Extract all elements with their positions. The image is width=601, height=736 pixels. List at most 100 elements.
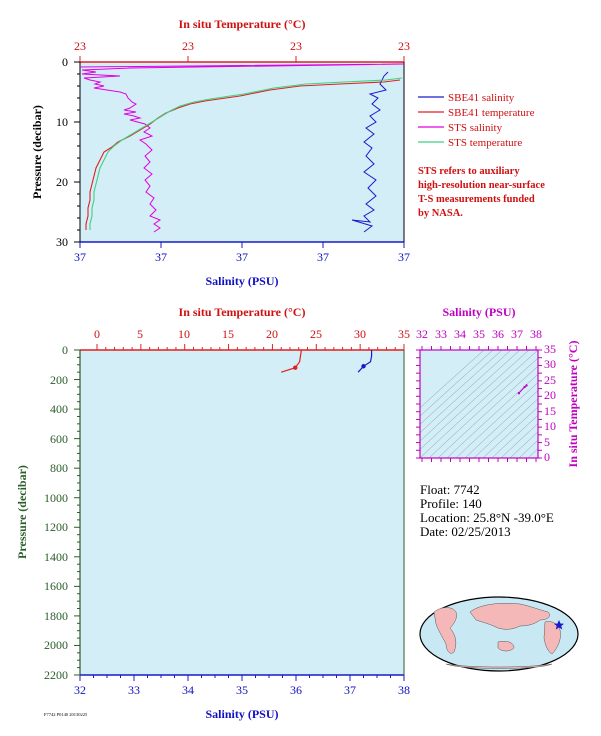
ts-sal-tick-label: 38 <box>530 327 542 341</box>
ts-tick-marks <box>416 346 542 462</box>
bottom-plot-area <box>80 350 404 675</box>
ts-contour <box>446 373 538 458</box>
ts-contour <box>420 350 512 434</box>
bottom-sal-tick-label: 33 <box>128 683 140 697</box>
bottom-pressure-tick-label: 2000 <box>44 638 68 652</box>
top-pressure-tick-label: 30 <box>56 235 68 249</box>
ts-temp-tick-label: 0 <box>544 450 550 464</box>
ts-contour <box>428 357 538 458</box>
bottom-pressure-tick-label: 800 <box>50 461 68 475</box>
ts-diagram: Salinity (PSU) 32 33 34 35 36 37 38 0 5 … <box>416 305 580 468</box>
ts-temp-tick-label: 5 <box>544 435 550 449</box>
bottom-sal-tick-label: 37 <box>344 683 356 697</box>
sbe41-temperature-line <box>85 79 401 230</box>
map-land-australia <box>497 641 515 652</box>
bottom-pressure-tick-label: 0 <box>62 343 68 357</box>
bottom-sal-tick-label: 38 <box>398 683 410 697</box>
top-sal-axis-title: Salinity (PSU) <box>205 274 278 288</box>
float-info: Float: 7742 Profile: 140 Location: 25.8°… <box>420 482 554 539</box>
ts-contour <box>482 406 538 458</box>
map-land-africa <box>543 621 561 655</box>
location: Location: 25.8°N -39.0°E <box>420 510 554 525</box>
sts-note: STS refers to auxiliary high-resolution … <box>418 166 545 219</box>
bottom-temp-tick-label: 0 <box>94 327 100 341</box>
bottom-sal-tick-label: 36 <box>290 683 302 697</box>
top-sal-tick-label: 37 <box>236 250 248 264</box>
bottom-temp-tick-label: 30 <box>354 327 366 341</box>
top-sal-tick-label: 37 <box>398 250 410 264</box>
world-map-inset <box>419 596 579 672</box>
bottom-sal-tick-label: 32 <box>74 683 86 697</box>
sts-salinity-line <box>79 63 405 233</box>
bottom-chart: 0 5 10 15 20 25 30 35 In situ Temperatur… <box>15 305 410 721</box>
legend-label: SBE41 temperature <box>448 107 535 119</box>
ts-sal-tick-label: 34 <box>454 327 466 341</box>
top-chart: 23 23 23 23 In situ Temperature (°C) 37 … <box>30 17 545 288</box>
ts-contour <box>420 350 538 458</box>
top-pressure-axis-title: Pressure (decibar) <box>30 105 44 199</box>
sts-note-line: T-S measurements funded <box>418 194 535 205</box>
ts-sal-tick-label: 33 <box>435 327 447 341</box>
bottom-pressure-tick-label: 400 <box>50 402 68 416</box>
top-temp-tick-label: 23 <box>290 39 302 53</box>
bottom-pressure-tick-label: 1400 <box>44 550 68 564</box>
ts-contour <box>464 390 538 458</box>
bottom-pressure-tick-label: 1000 <box>44 491 68 505</box>
bottom-temp-tick-label: 20 <box>266 327 278 341</box>
legend-label: STS temperature <box>448 137 522 149</box>
ts-sal-tick-label: 35 <box>473 327 485 341</box>
ts-temp-tick-label: 25 <box>544 373 556 387</box>
bottom-pressure-axis-title: Pressure (decibar) <box>15 465 29 559</box>
ts-sal-tick-label: 36 <box>492 327 504 341</box>
ts-contour <box>518 439 538 458</box>
top-pressure-tick-label: 20 <box>56 175 68 189</box>
bottom-sal-tick-marks <box>79 675 405 681</box>
ts-temp-tick-label: 35 <box>544 342 556 356</box>
sts-note-line: by NASA. <box>418 208 463 219</box>
ts-contour <box>420 350 503 425</box>
top-temp-tick-label: 23 <box>182 39 194 53</box>
legend-label: SBE41 salinity <box>448 92 515 104</box>
map-land-antarctica <box>445 663 553 669</box>
sts-temperature-line <box>89 77 403 230</box>
bottom-temp-tick-label: 25 <box>310 327 322 341</box>
ts-sal-tick-label: 37 <box>511 327 523 341</box>
ts-temp-tick-label: 10 <box>544 419 556 433</box>
top-pressure-tick-label: 10 <box>56 115 68 129</box>
ts-temp-axis-title: In situ Temperature (°C) <box>566 341 580 468</box>
bottom-pressure-tick-label: 1200 <box>44 520 68 534</box>
bottom-sal-tick-label: 34 <box>182 683 194 697</box>
ts-point <box>525 384 528 387</box>
sts-note-line: high-resolution near-surface <box>418 180 545 191</box>
top-temp-tick-label: 23 <box>74 39 86 53</box>
ts-point <box>523 385 526 389</box>
bottom-pressure-tick-label: 200 <box>50 373 68 387</box>
ts-sal-axis-title: Salinity (PSU) <box>442 305 515 319</box>
top-temp-tick-label: 23 <box>398 39 410 53</box>
top-sal-tick-label: 37 <box>74 250 86 264</box>
bottom-temp-tick-marks <box>96 344 405 350</box>
bottom-profile-series <box>281 349 373 373</box>
bottom-pressure-tick-label: 1600 <box>44 579 68 593</box>
bottom-salinity-line <box>357 350 373 373</box>
bottom-salinity-marker <box>361 364 366 369</box>
legend-label: STS salinity <box>448 122 503 134</box>
bottom-temp-tick-label: 35 <box>398 327 410 341</box>
profile-number: Profile: 140 <box>420 496 482 511</box>
top-pressure-tick-label: 0 <box>62 55 68 69</box>
top-temp-tick-marks <box>79 56 405 62</box>
bottom-pressure-tick-label: 2200 <box>44 668 68 682</box>
star-icon <box>554 620 564 630</box>
ts-contour <box>420 350 485 409</box>
ts-contour <box>420 350 530 450</box>
bottom-temp-tick-label: 15 <box>222 327 234 341</box>
ts-contour <box>437 365 538 458</box>
ts-contour <box>420 350 494 417</box>
ts-point <box>517 392 521 395</box>
top-sal-tick-label: 37 <box>155 250 167 264</box>
date: Date: 02/25/2013 <box>420 524 511 539</box>
float-id: Float: 7742 <box>420 482 480 497</box>
sts-note-line: STS refers to auxiliary <box>418 166 520 177</box>
ts-profile-points <box>517 384 528 395</box>
